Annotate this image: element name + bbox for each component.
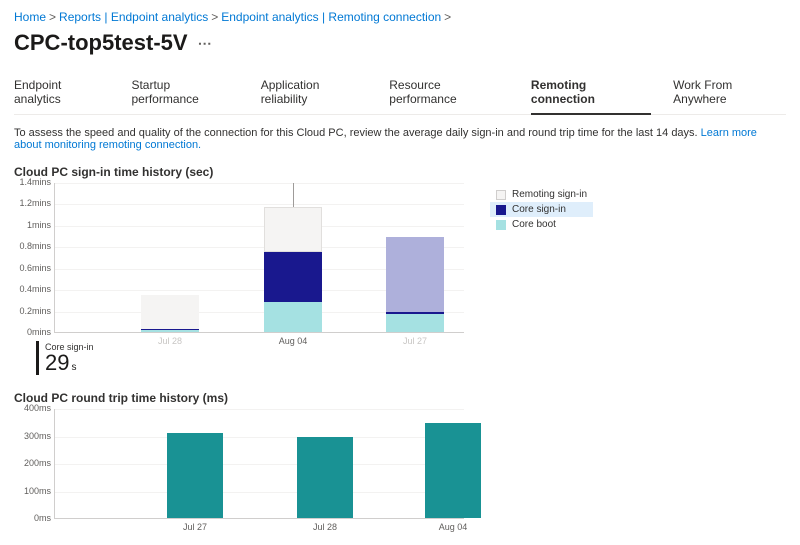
legend-swatch — [496, 205, 506, 215]
y-axis-label: 1.2mins — [19, 198, 55, 208]
legend-swatch — [496, 220, 506, 230]
rtt-bar[interactable] — [167, 433, 223, 518]
tab-work-from-anywhere[interactable]: Work From Anywhere — [673, 72, 786, 114]
y-axis-label: 0ms — [34, 513, 55, 523]
rtt-bar[interactable] — [297, 437, 353, 518]
rtt-bar[interactable] — [425, 423, 481, 518]
page-title: CPC-top5test-5V ⋯ — [14, 30, 786, 56]
y-axis-label: 100ms — [24, 486, 55, 496]
y-axis-label: 1mins — [27, 220, 55, 230]
tab-remoting-connection[interactable]: Remoting connection — [531, 72, 651, 114]
y-axis-label: 0.2mins — [19, 306, 55, 316]
signin-chart: 0mins0.2mins0.4mins0.6mins0.8mins1mins1.… — [54, 183, 464, 333]
metric-accent-bar — [36, 341, 39, 375]
description: To assess the speed and quality of the c… — [14, 127, 786, 151]
x-axis-label: Aug 04 — [279, 332, 308, 346]
x-axis-label: Jul 28 — [313, 518, 337, 532]
y-axis-label: 400ms — [24, 403, 55, 413]
breadcrumb: Home>Reports | Endpoint analytics>Endpoi… — [14, 10, 786, 24]
signin-chart-title: Cloud PC sign-in time history (sec) — [14, 165, 786, 179]
y-axis-label: 200ms — [24, 458, 55, 468]
signin-bar[interactable] — [141, 295, 199, 332]
signin-bar[interactable] — [386, 237, 444, 332]
rtt-chart-title: Cloud PC round trip time history (ms) — [14, 391, 786, 405]
tab-resource-performance[interactable]: Resource performance — [389, 72, 509, 114]
rtt-chart: 0ms100ms200ms300ms400msJul 27Jul 28Aug 0… — [54, 409, 464, 519]
legend-item[interactable]: Remoting sign-in — [490, 187, 593, 202]
x-axis-label: Jul 28 — [158, 332, 182, 346]
signin-legend: Remoting sign-inCore sign-inCore boot — [490, 187, 593, 232]
y-axis-label: 0.4mins — [19, 284, 55, 294]
description-text: To assess the speed and quality of the c… — [14, 127, 701, 139]
more-actions-icon[interactable]: ⋯ — [198, 35, 212, 52]
tab-application-reliability[interactable]: Application reliability — [261, 72, 368, 114]
core-signin-metric: Core sign-in 29s — [36, 341, 786, 375]
tab-startup-performance[interactable]: Startup performance — [131, 72, 238, 114]
x-axis-label: Jul 27 — [183, 518, 207, 532]
legend-swatch — [496, 190, 506, 200]
y-axis-label: 300ms — [24, 431, 55, 441]
chevron-right-icon: > — [211, 10, 218, 24]
chevron-right-icon: > — [49, 10, 56, 24]
x-axis-label: Jul 27 — [403, 332, 427, 346]
metric-value: 29s — [45, 352, 94, 374]
legend-item[interactable]: Core sign-in — [490, 202, 593, 217]
x-axis-label: Aug 04 — [439, 518, 468, 532]
chevron-right-icon: > — [444, 10, 451, 24]
tab-bar: Endpoint analytics Startup performance App… — [14, 72, 786, 115]
y-axis-label: 0mins — [27, 327, 55, 337]
y-axis-label: 0.8mins — [19, 241, 55, 251]
tab-endpoint-analytics[interactable]: Endpoint analytics — [14, 72, 109, 114]
page-title-text: CPC-top5test-5V — [14, 30, 188, 56]
breadcrumb-item[interactable]: Endpoint analytics | Remoting connection — [221, 10, 441, 24]
legend-item[interactable]: Core boot — [490, 217, 593, 232]
y-axis-label: 0.6mins — [19, 263, 55, 273]
y-axis-label: 1.4mins — [19, 177, 55, 187]
breadcrumb-item[interactable]: Reports | Endpoint analytics — [59, 10, 208, 24]
signin-bar[interactable] — [264, 207, 322, 332]
breadcrumb-item[interactable]: Home — [14, 10, 46, 24]
